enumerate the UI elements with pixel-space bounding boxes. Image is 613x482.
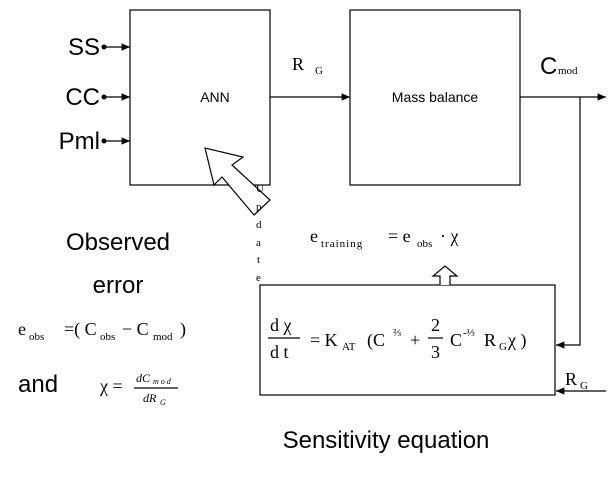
sensitivity-box bbox=[259, 284, 556, 396]
eq-sub: obs bbox=[417, 238, 432, 250]
up-arrow bbox=[431, 265, 459, 285]
update-letter: e bbox=[256, 272, 261, 284]
eq-text: 3 bbox=[431, 342, 440, 362]
rg-sub: G bbox=[315, 65, 323, 77]
mass-balance-label: Mass balance bbox=[392, 89, 479, 105]
input-label: CC bbox=[65, 84, 100, 111]
update-letter: t bbox=[257, 254, 260, 266]
eq-text: = K bbox=[310, 330, 338, 350]
eq-sub: G bbox=[499, 341, 507, 353]
update-letter: a bbox=[256, 237, 261, 249]
eq-sub: G bbox=[160, 398, 166, 407]
eq-sub: obs bbox=[29, 331, 44, 343]
update-letter: p bbox=[256, 201, 262, 213]
rg-main: R bbox=[565, 369, 577, 389]
eq-text: =( C bbox=[64, 319, 97, 340]
eq-text: = e bbox=[388, 226, 411, 246]
eq-sub: AT bbox=[342, 341, 356, 353]
eq-text: dR bbox=[143, 391, 157, 405]
feedback-line bbox=[556, 97, 581, 349]
eq-text: e bbox=[310, 226, 318, 246]
eq-sup: -⅓ bbox=[463, 327, 475, 339]
input-label: Pml bbox=[59, 128, 100, 155]
eq-text: e bbox=[18, 319, 26, 339]
eq-text: + bbox=[410, 330, 420, 350]
eq-text: ) bbox=[180, 319, 186, 340]
update-arrow bbox=[204, 147, 271, 216]
update-letter: d bbox=[256, 219, 262, 231]
eq-text: R bbox=[484, 330, 496, 350]
ann-label: ANN bbox=[200, 89, 230, 105]
eq-text: d t bbox=[270, 342, 289, 362]
observed-error: error bbox=[93, 272, 144, 299]
eq-sup: ⅔ bbox=[393, 327, 401, 339]
and-label: and bbox=[18, 371, 58, 398]
eq-sub: mod bbox=[153, 331, 173, 343]
eq-text: χ = bbox=[99, 376, 123, 396]
sensitivity-label: Sensitivity equation bbox=[283, 427, 490, 454]
rg-main: R bbox=[292, 54, 304, 74]
eq-text: C bbox=[450, 330, 462, 350]
eq-text: · χ bbox=[440, 226, 458, 246]
eq-sub: m o d bbox=[153, 377, 172, 386]
eq-text: (C bbox=[367, 330, 385, 351]
eq-text: χ ) bbox=[507, 330, 526, 351]
update-letter: U bbox=[256, 183, 264, 195]
rg-sub: G bbox=[580, 380, 588, 392]
eq-sub: training bbox=[321, 238, 363, 250]
eq-text: d χ bbox=[270, 315, 292, 335]
eq-sub: obs bbox=[100, 331, 115, 343]
eq-text: 2 bbox=[431, 315, 440, 335]
eq-text: − C bbox=[122, 319, 149, 339]
eq-text: dC bbox=[136, 371, 151, 385]
input-label: SS bbox=[68, 34, 100, 61]
cmod-sub: mod bbox=[558, 65, 578, 77]
inputs: SS CC Pml bbox=[59, 34, 130, 155]
cmod-main: C bbox=[540, 53, 557, 80]
observed-error: Observed bbox=[66, 229, 170, 256]
